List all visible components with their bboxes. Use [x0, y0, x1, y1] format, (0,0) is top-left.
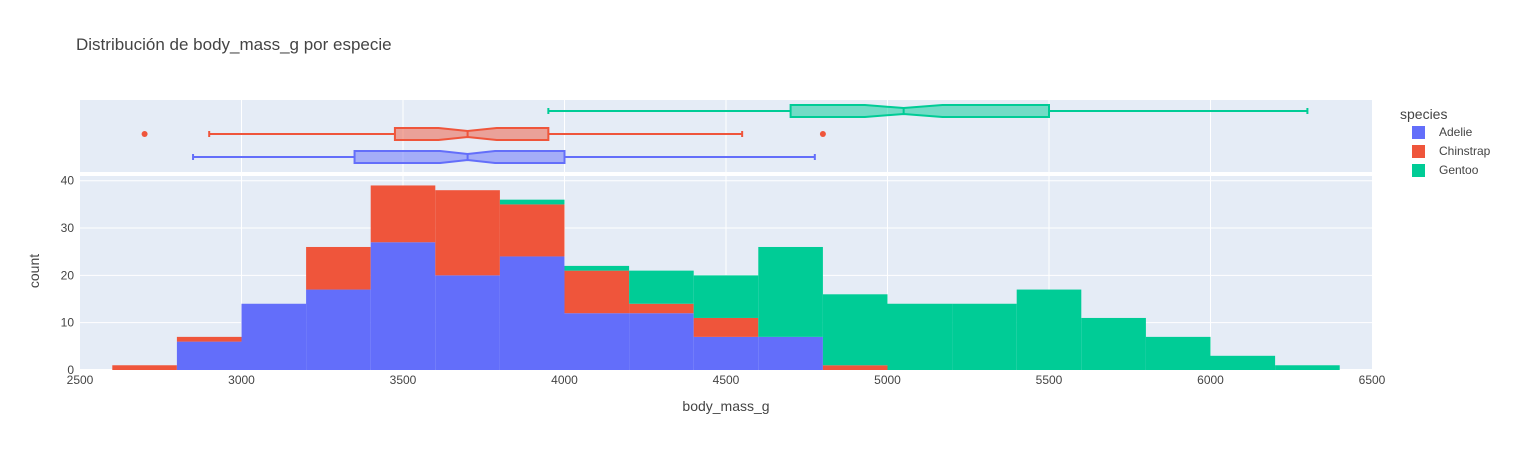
bar-adelie-4000	[564, 313, 630, 370]
marginal-boxplots	[141, 104, 1309, 164]
x-tick-label: 6000	[1197, 373, 1224, 387]
legend-title: species	[1400, 106, 1447, 122]
y-axis-title: count	[26, 254, 42, 288]
y-axis-ticks: 0 10 20 30 40	[61, 174, 75, 377]
bar-gentoo-4200	[629, 270, 694, 304]
legend-swatch-gentoo	[1412, 164, 1425, 177]
bar-gentoo-4400	[693, 275, 759, 318]
bar-chinstrap-4800	[822, 365, 888, 370]
boxplot-adelie	[192, 150, 816, 164]
bar-chinstrap-2600	[112, 365, 177, 370]
bar-adelie-3400	[370, 242, 436, 370]
chart-title: Distribución de body_mass_g por especie	[76, 35, 392, 54]
legend-label: Adelie	[1439, 125, 1473, 139]
x-tick-label: 4000	[551, 373, 578, 387]
bar-adelie-2800	[176, 341, 242, 370]
bar-chinstrap-3600	[435, 190, 500, 276]
boxplot-chinstrap	[141, 127, 826, 141]
bar-chinstrap-3400	[370, 185, 436, 243]
bar-gentoo-6200	[1275, 365, 1340, 370]
legend-swatch-chinstrap	[1412, 145, 1425, 158]
bar-adelie-3200	[306, 289, 371, 370]
bar-adelie-3800	[499, 256, 565, 370]
bar-gentoo-5400	[1016, 289, 1082, 370]
x-axis-title: body_mass_g	[682, 398, 769, 414]
bar-gentoo-4600	[758, 246, 823, 337]
bar-gentoo-5600	[1081, 317, 1146, 370]
bar-chinstrap-4000	[564, 270, 630, 314]
outlier-point	[141, 131, 148, 137]
bar-chinstrap-3200	[306, 246, 371, 290]
histogram-bars	[112, 185, 1340, 370]
x-axis-ticks: 2500 3000 3500 4000 4500 5000 5500 6000 6500	[67, 373, 1386, 387]
bar-gentoo-6000	[1210, 355, 1276, 370]
bar-adelie-3600	[435, 275, 500, 370]
y-tick-label: 20	[61, 268, 75, 282]
bar-gentoo-5000	[887, 303, 953, 370]
bar-chinstrap-3800	[499, 204, 565, 257]
bar-adelie-3000	[241, 303, 307, 370]
legend-swatch-adelie	[1412, 126, 1425, 139]
x-tick-label: 5000	[874, 373, 901, 387]
bar-gentoo-5200	[952, 303, 1017, 370]
x-tick-label: 5500	[1036, 373, 1063, 387]
legend-item-adelie[interactable]: Adelie	[1412, 125, 1473, 139]
bar-chinstrap-2800	[176, 336, 242, 342]
bar-gentoo-3800	[499, 199, 565, 205]
bar-chinstrap-4400	[693, 317, 759, 337]
bar-gentoo-4800	[822, 294, 888, 366]
box-body	[393, 127, 550, 141]
bar-chinstrap-4200	[629, 303, 694, 314]
bar-adelie-4600	[758, 336, 823, 370]
box-body	[789, 104, 1050, 118]
y-tick-label: 30	[61, 221, 75, 235]
y-tick-label: 0	[67, 363, 74, 377]
legend-label: Chinstrap	[1439, 144, 1491, 158]
legend-item-chinstrap[interactable]: Chinstrap	[1412, 144, 1491, 158]
bar-gentoo-4000	[564, 265, 630, 271]
bar-gentoo-5800	[1145, 336, 1211, 370]
x-tick-label: 4500	[713, 373, 740, 387]
x-tick-label: 6500	[1359, 373, 1386, 387]
bar-adelie-4400	[693, 336, 759, 370]
x-tick-label: 2500	[67, 373, 94, 387]
box-body	[353, 150, 566, 164]
x-tick-label: 3000	[228, 373, 255, 387]
y-tick-label: 10	[61, 316, 75, 330]
legend-label: Gentoo	[1439, 163, 1479, 177]
legend[interactable]: species Adelie Chinstrap Gentoo	[1400, 106, 1491, 177]
y-tick-label: 40	[61, 174, 75, 188]
outlier-point	[819, 131, 826, 137]
x-tick-label: 3500	[390, 373, 417, 387]
bar-adelie-4200	[629, 313, 694, 370]
legend-item-gentoo[interactable]: Gentoo	[1412, 163, 1479, 177]
boxplot-gentoo	[547, 104, 1309, 118]
